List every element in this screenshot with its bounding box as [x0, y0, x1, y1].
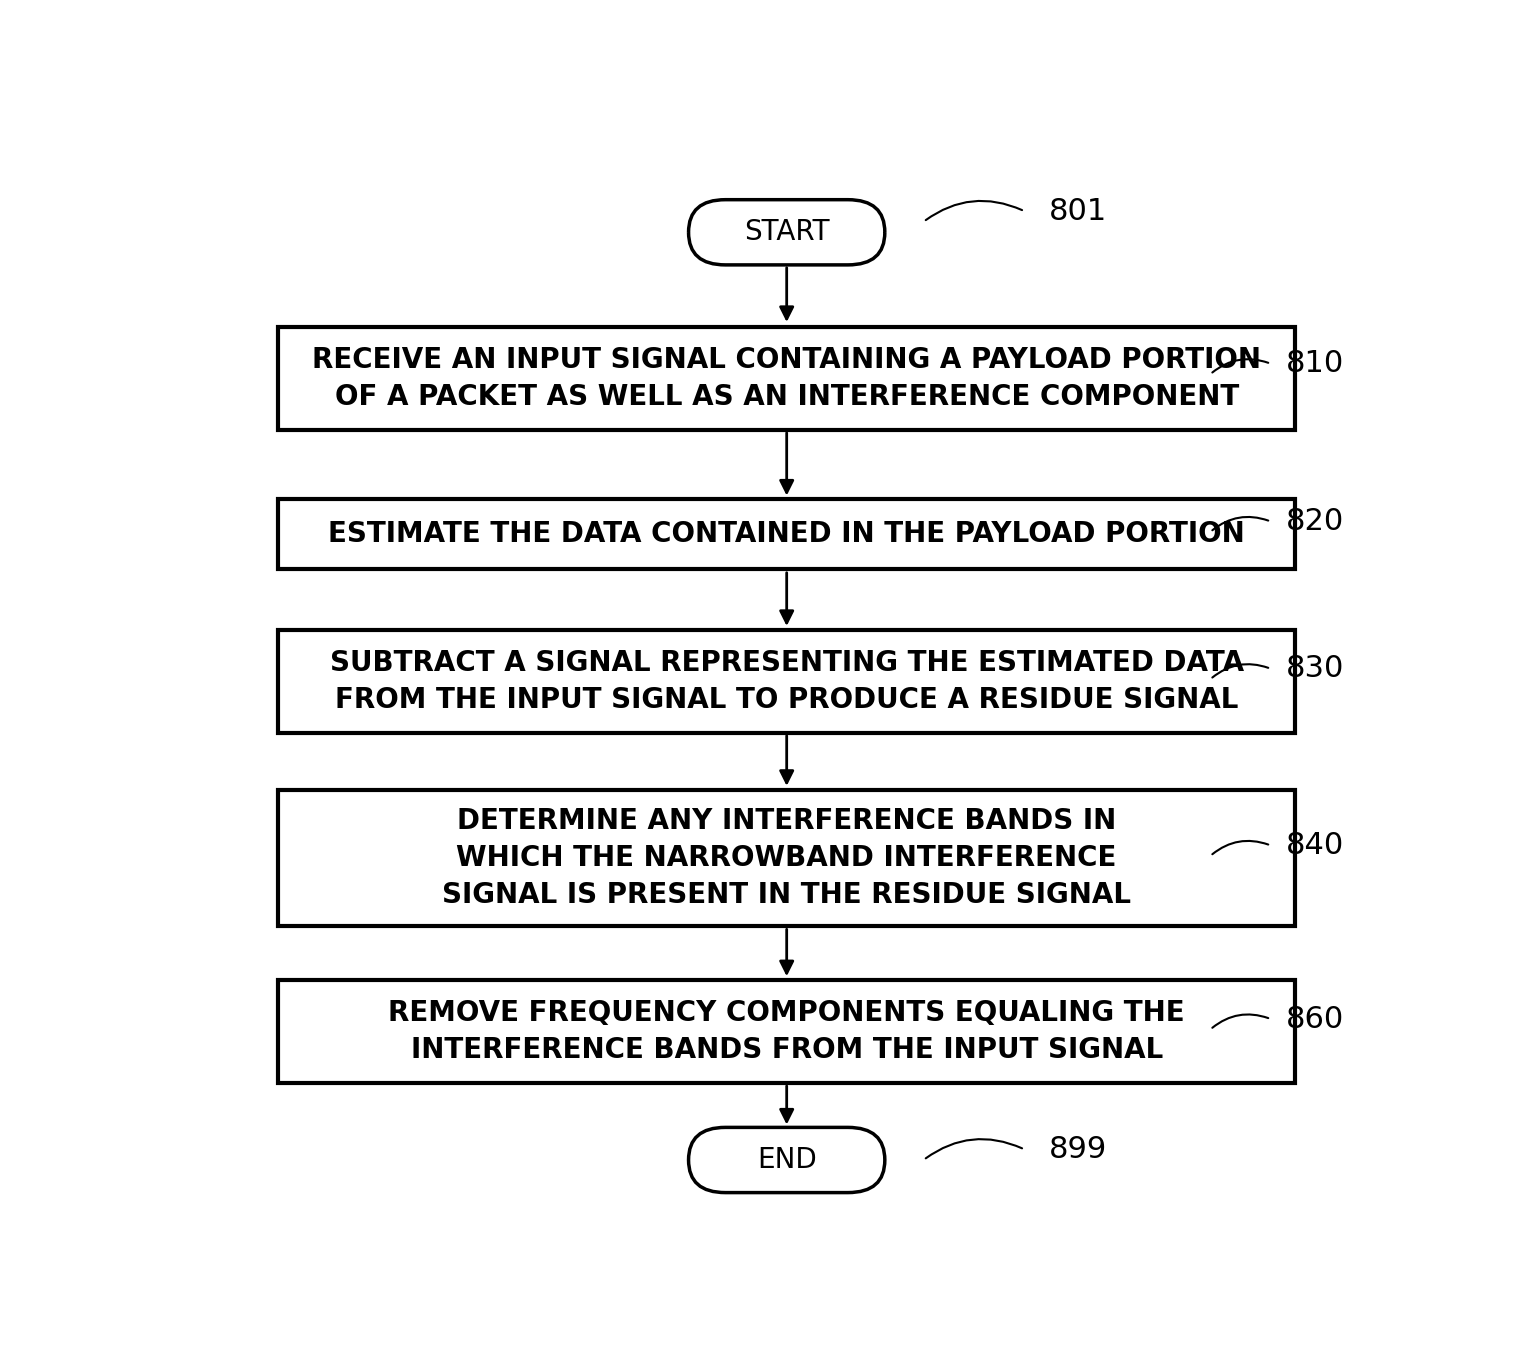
- Bar: [278, 499, 1296, 570]
- Bar: [278, 790, 1296, 926]
- Text: 810: 810: [1286, 350, 1345, 378]
- FancyBboxPatch shape: [689, 199, 884, 265]
- Bar: [278, 326, 1296, 430]
- Text: 860: 860: [1286, 1004, 1345, 1034]
- Text: 840: 840: [1286, 831, 1345, 861]
- Text: SUBTRACT A SIGNAL REPRESENTING THE ESTIMATED DATA
FROM THE INPUT SIGNAL TO PRODU: SUBTRACT A SIGNAL REPRESENTING THE ESTIM…: [330, 649, 1243, 714]
- Text: DETERMINE ANY INTERFERENCE BANDS IN
WHICH THE NARROWBAND INTERFERENCE
SIGNAL IS : DETERMINE ANY INTERFERENCE BANDS IN WHIC…: [442, 807, 1131, 908]
- Text: 820: 820: [1286, 507, 1345, 535]
- Text: RECEIVE AN INPUT SIGNAL CONTAINING A PAYLOAD PORTION
OF A PACKET AS WELL AS AN I: RECEIVE AN INPUT SIGNAL CONTAINING A PAY…: [312, 346, 1262, 411]
- Text: START: START: [744, 219, 829, 246]
- Text: 830: 830: [1286, 654, 1345, 683]
- Text: 801: 801: [1048, 197, 1107, 225]
- Text: REMOVE FREQUENCY COMPONENTS EQUALING THE
INTERFERENCE BANDS FROM THE INPUT SIGNA: REMOVE FREQUENCY COMPONENTS EQUALING THE…: [388, 1000, 1185, 1064]
- Bar: [278, 981, 1296, 1083]
- Text: END: END: [757, 1146, 817, 1173]
- Text: 899: 899: [1048, 1135, 1107, 1164]
- FancyBboxPatch shape: [689, 1127, 884, 1193]
- Text: ESTIMATE THE DATA CONTAINED IN THE PAYLOAD PORTION: ESTIMATE THE DATA CONTAINED IN THE PAYLO…: [328, 520, 1245, 548]
- Bar: [278, 630, 1296, 734]
